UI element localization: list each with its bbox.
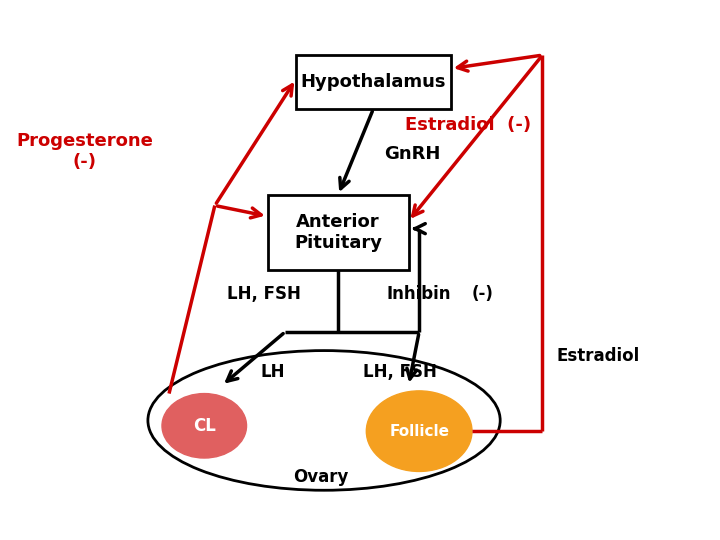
FancyBboxPatch shape xyxy=(268,195,408,270)
Circle shape xyxy=(162,394,246,458)
Text: (-): (-) xyxy=(472,285,493,303)
Text: LH: LH xyxy=(261,363,285,381)
Text: LH, FSH: LH, FSH xyxy=(363,363,436,381)
FancyBboxPatch shape xyxy=(296,55,451,109)
Text: Estradiol: Estradiol xyxy=(557,347,640,365)
Text: LH, FSH: LH, FSH xyxy=(228,285,301,303)
Text: Inhibin: Inhibin xyxy=(387,285,451,303)
Text: GnRH: GnRH xyxy=(384,145,441,164)
Text: Hypothalamus: Hypothalamus xyxy=(301,73,446,91)
Text: Progesterone
(-): Progesterone (-) xyxy=(16,132,153,171)
Text: Ovary: Ovary xyxy=(293,468,348,486)
Text: Estradiol  (-): Estradiol (-) xyxy=(405,116,531,134)
Text: Follicle: Follicle xyxy=(390,424,449,438)
Text: Anterior
Pituitary: Anterior Pituitary xyxy=(294,213,382,252)
Circle shape xyxy=(366,391,472,471)
Text: CL: CL xyxy=(193,417,216,435)
Ellipse shape xyxy=(148,350,500,490)
